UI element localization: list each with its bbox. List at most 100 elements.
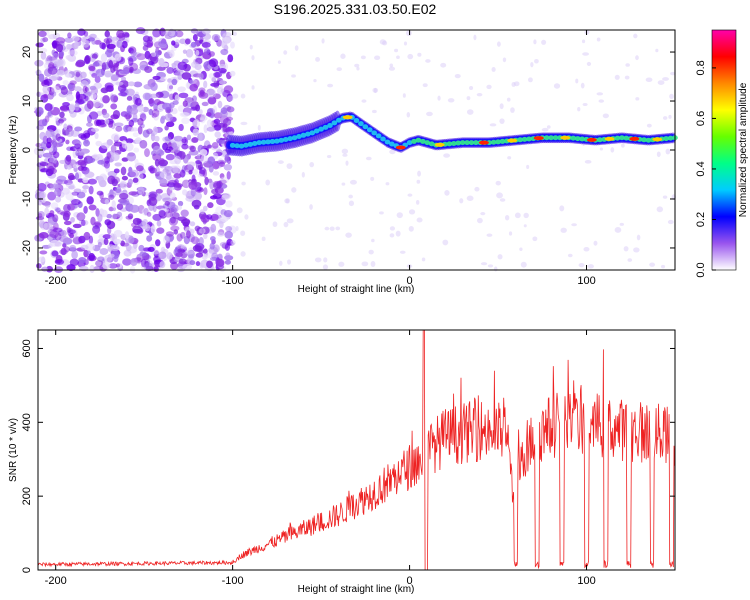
spectrogram-noise-dot: [327, 83, 334, 88]
spectrogram-noise-dot: [181, 138, 187, 144]
spectrogram-noise-dot: [416, 217, 423, 223]
spectrogram-noise-dot: [227, 95, 234, 102]
spectrogram-noise-dot: [443, 153, 451, 158]
spectrogram-noise-dot: [506, 97, 511, 102]
spectrogram-noise-dot: [125, 138, 134, 144]
spectrogram-noise-dot: [216, 39, 223, 47]
spectrogram-noise-dot: [106, 213, 112, 219]
spectrogram-noise-dot: [86, 196, 94, 205]
spectrogram-noise-dot: [195, 159, 202, 165]
spectrogram-noise-dot: [466, 109, 474, 115]
spectrogram-noise-dot: [189, 221, 196, 227]
spectrogram-noise-dot: [47, 147, 54, 152]
spectrogram-noise-dot: [159, 76, 167, 82]
spectrogram-noise-dot: [188, 169, 193, 175]
spectrogram-noise-dot: [64, 37, 74, 43]
spectrogram-noise-dot: [54, 259, 65, 266]
spectrogram-noise-dot: [619, 222, 625, 226]
spectrogram-noise-dot: [34, 59, 44, 67]
spectrogram-noise-dot: [216, 258, 225, 268]
spectrogram-noise-dot: [614, 227, 622, 233]
spectrogram-noise-dot: [180, 231, 186, 239]
spectrogram-noise-dot: [144, 50, 151, 60]
spectrogram-noise-dot: [487, 264, 494, 268]
spectrogram-noise-dot: [657, 80, 665, 85]
spectrogram-noise-dot: [52, 214, 59, 223]
colorbar-gradient: [712, 30, 736, 270]
spectrogram-noise-dot: [52, 59, 62, 67]
spectrogram-noise-dot: [71, 191, 80, 196]
spectrogram-noise-dot: [129, 204, 140, 213]
spectrogram-noise-dot: [218, 63, 226, 70]
spectrogram-noise-dot: [166, 252, 173, 260]
spectrogram-noise-dot: [70, 216, 75, 223]
spectrogram-noise-dot: [388, 66, 396, 71]
spectrogram-noise-dot: [425, 59, 431, 63]
snr-y-axis-label: SNR (10 * v/v): [8, 418, 19, 482]
spectrogram-noise-dot: [55, 43, 64, 53]
spectrogram-noise-dot: [198, 109, 203, 115]
spectrogram-y-tick-label: -20: [21, 240, 33, 256]
spectrogram-noise-dot: [177, 248, 185, 254]
spectrogram-noise-dot: [408, 225, 414, 232]
spectrogram-noise-dot: [204, 176, 209, 186]
spectrogram-ridge: [225, 110, 678, 157]
spectrogram-noise-dot: [181, 143, 189, 150]
spectrogram-noise-dot: [499, 198, 506, 202]
spectrogram-noise-dot: [417, 170, 421, 177]
spectrogram-noise-dot: [112, 213, 118, 220]
spectrogram-noise-dot: [178, 92, 189, 99]
spectrogram-noise-dot: [136, 253, 142, 262]
spectrogram-noise-dot: [49, 230, 59, 239]
spectrogram-noise-dot: [43, 78, 53, 87]
spectrogram-ridge-core: [543, 135, 550, 141]
spectrogram-noise-dot: [151, 51, 157, 58]
spectrogram-noise-dot: [108, 263, 118, 269]
spectrogram-noise-dot: [38, 73, 45, 83]
spectrogram-noise-dot: [216, 87, 225, 95]
spectrogram-noise-dot: [47, 66, 58, 75]
spectrogram-noise-dot: [201, 254, 208, 260]
spectrogram-noise-dot: [55, 196, 62, 203]
spectrogram-noise-dot: [56, 175, 67, 182]
spectrogram-noise-dot: [135, 97, 142, 106]
spectrogram-noise-dot: [496, 192, 503, 199]
spectrogram-noise-dot: [195, 252, 204, 258]
spectrogram-ridge-core: [313, 128, 320, 134]
spectrogram-noise-dot: [421, 257, 426, 262]
spectrogram-noise-dot: [223, 163, 233, 171]
spectrogram-noise-dot: [198, 132, 203, 142]
spectrogram-noise-dot: [74, 143, 82, 150]
spectrogram-noise-dot: [322, 264, 329, 270]
spectrogram-ridge-core: [406, 140, 413, 146]
spectrogram-noise-dot: [155, 239, 161, 247]
spectrogram-noise-dot: [60, 86, 68, 95]
spectrogram-noise-dot: [371, 238, 375, 243]
spectrogram-noise-dot: [86, 100, 94, 110]
spectrogram-noise-dot: [370, 261, 376, 267]
spectrogram-noise-dot: [146, 128, 153, 135]
spectrogram-noise-dot: [144, 148, 150, 158]
spectrogram-noise-dot: [54, 241, 62, 247]
spectrogram-noise-dot: [93, 266, 104, 271]
spectrogram-noise-dot: [44, 103, 53, 112]
spectrogram-ridge-core: [353, 118, 360, 124]
spectrogram-noise-dot: [164, 200, 170, 206]
spectrogram-noise-dot: [489, 123, 497, 127]
spectrogram-noise-dot: [92, 225, 101, 234]
spectrogram-noise-dot: [114, 122, 124, 127]
snr-frame: [37, 329, 676, 571]
spectrogram-noise-dot: [581, 39, 586, 44]
spectrogram-noise-dot: [170, 216, 176, 224]
spectrogram-noise-dot: [106, 152, 111, 160]
spectrogram-noise-dot: [219, 173, 225, 179]
spectrogram-noise-dot: [396, 212, 403, 219]
spectrogram-noise-dot: [584, 159, 592, 164]
spectrogram-noise-dot: [235, 225, 239, 232]
spectrogram-noise-dot: [198, 72, 204, 80]
spectrogram-noise-dot: [169, 212, 174, 218]
spectrogram-noise-dot: [121, 157, 129, 162]
spectrogram-noise-dot: [206, 119, 213, 128]
spectrogram-noise-dot: [51, 250, 59, 257]
spectrogram-noise-dot: [125, 215, 133, 220]
